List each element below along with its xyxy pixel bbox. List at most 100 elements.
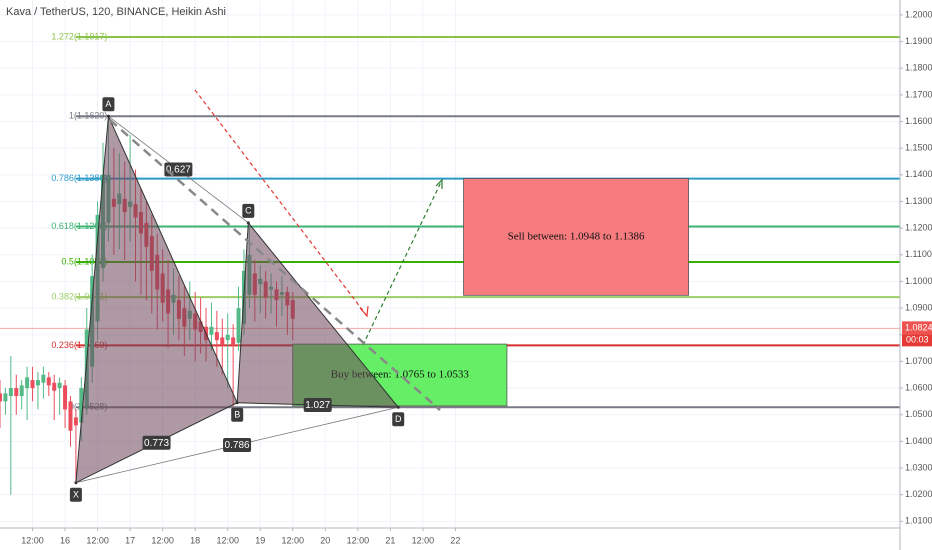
ratio-label: 0.786 <box>225 440 250 451</box>
candle-body <box>52 382 57 391</box>
point-label: D <box>395 414 402 424</box>
x-tick-label: 18 <box>190 535 200 545</box>
candle-body <box>3 393 8 402</box>
point-label: A <box>105 99 111 109</box>
pattern-point <box>106 114 110 118</box>
candle-body <box>220 337 225 346</box>
x-tick-label: 20 <box>320 535 330 545</box>
pattern-point <box>74 481 78 485</box>
y-tick-label: 1.1000 <box>905 276 932 286</box>
point-label: B <box>234 410 240 420</box>
pattern-point <box>396 405 400 409</box>
countdown-label: 00:03 <box>906 335 929 345</box>
pattern-point <box>235 401 239 405</box>
candle-body <box>79 388 84 423</box>
x-tick-label: 22 <box>450 535 460 545</box>
fib-label: 0.382(1.0941) <box>51 292 107 302</box>
point-box <box>102 97 115 112</box>
green-arrowhead <box>435 178 443 189</box>
candle-body <box>236 308 241 343</box>
candle-body <box>231 337 236 346</box>
zone-label: Sell between: 1.0948 to 1.1386 <box>508 230 645 242</box>
candle-body <box>0 393 2 402</box>
fib-label: 0.5(1.1073) <box>61 256 107 266</box>
ratio-label: 1.027 <box>305 400 330 411</box>
time-axis <box>0 528 900 550</box>
x-tick-label: 12:00 <box>282 535 305 545</box>
ratio-box <box>303 397 332 412</box>
y-tick-label: 1.1900 <box>905 36 932 46</box>
countdown-box <box>902 334 932 347</box>
ratio-label: 0.773 <box>144 438 169 449</box>
y-tick-label: 1.0400 <box>905 436 932 446</box>
y-tick-label: 1.1300 <box>905 196 932 206</box>
zone <box>463 178 689 296</box>
y-tick-label: 1.1100 <box>905 249 932 259</box>
y-tick-label: 1.1500 <box>905 143 932 153</box>
ratio-box <box>142 435 171 450</box>
y-tick-label: 1.2000 <box>905 9 932 19</box>
y-tick-label: 1.0600 <box>905 382 932 392</box>
y-tick-label: 1.1400 <box>905 169 932 179</box>
point-box <box>392 412 405 427</box>
y-tick-label: 1.0300 <box>905 462 932 472</box>
candle-body <box>57 382 62 389</box>
fib-label: 0.618(1.1206) <box>51 221 107 231</box>
y-tick-label: 1.0900 <box>905 302 932 312</box>
point-label: C <box>245 206 252 216</box>
candle-body <box>41 374 46 383</box>
x-tick-label: 12:00 <box>21 535 44 545</box>
point-box <box>231 407 244 422</box>
pattern-point <box>246 221 250 225</box>
fib-label: 0.236(1.0760) <box>51 340 107 350</box>
candle-body <box>8 388 13 397</box>
candle-body <box>209 326 214 335</box>
x-tick-label: 21 <box>385 535 395 545</box>
candle-body <box>14 388 19 397</box>
y-tick-label: 1.1800 <box>905 63 932 73</box>
price-axis <box>900 0 932 550</box>
x-tick-label: 12:00 <box>151 535 174 545</box>
plot: 1.272(1.1917) 1(1.1620) 0.786(1.1386) 0.618… <box>0 0 900 528</box>
y-tick-label: 1.0700 <box>905 356 932 366</box>
x-tick-label: 12:00 <box>347 535 370 545</box>
x-tick-label: 17 <box>125 535 135 545</box>
green-arrow <box>362 179 443 346</box>
y-tick-label: 1.0200 <box>905 489 932 499</box>
y-tick-label: 1.0500 <box>905 409 932 419</box>
x-tick-label: 12:00 <box>412 535 435 545</box>
candle-body <box>225 334 230 341</box>
candle-body <box>63 385 68 410</box>
point-box <box>242 203 255 218</box>
red-arrow <box>194 89 368 317</box>
ratio-box <box>223 437 252 452</box>
candle-body <box>35 380 40 386</box>
candle-body <box>46 377 51 386</box>
x-tick-label: 16 <box>60 535 70 545</box>
y-tick-label: 1.0100 <box>905 516 932 526</box>
fib-label: 1.272(1.1917) <box>51 31 107 41</box>
candle-body <box>19 385 24 397</box>
candle-body <box>73 417 78 426</box>
x-tick-label: 19 <box>255 535 265 545</box>
last-price-box <box>902 321 932 335</box>
point-box <box>69 487 82 502</box>
point-label: X <box>73 490 79 500</box>
fib-label: 1(1.1620) <box>69 111 108 121</box>
y-tick-label: 1.1200 <box>905 223 932 233</box>
candle-body <box>68 401 73 431</box>
fib-label: 0.786(1.1386) <box>51 173 107 183</box>
y-tick-label: 1.1600 <box>905 116 932 126</box>
y-tick-label: 1.1700 <box>905 89 932 99</box>
x-tick-label: 12:00 <box>86 535 109 545</box>
last-price-label: 1.0824 <box>905 323 932 333</box>
candle-body <box>30 380 35 389</box>
chart-title: Kava / TetherUS, 120, BINANCE, Heikin As… <box>6 6 226 18</box>
x-tick-label: 12:00 <box>216 535 239 545</box>
candle-body <box>25 377 30 389</box>
ratio-label: 0.627 <box>166 165 191 176</box>
red-arrowhead <box>359 305 369 318</box>
